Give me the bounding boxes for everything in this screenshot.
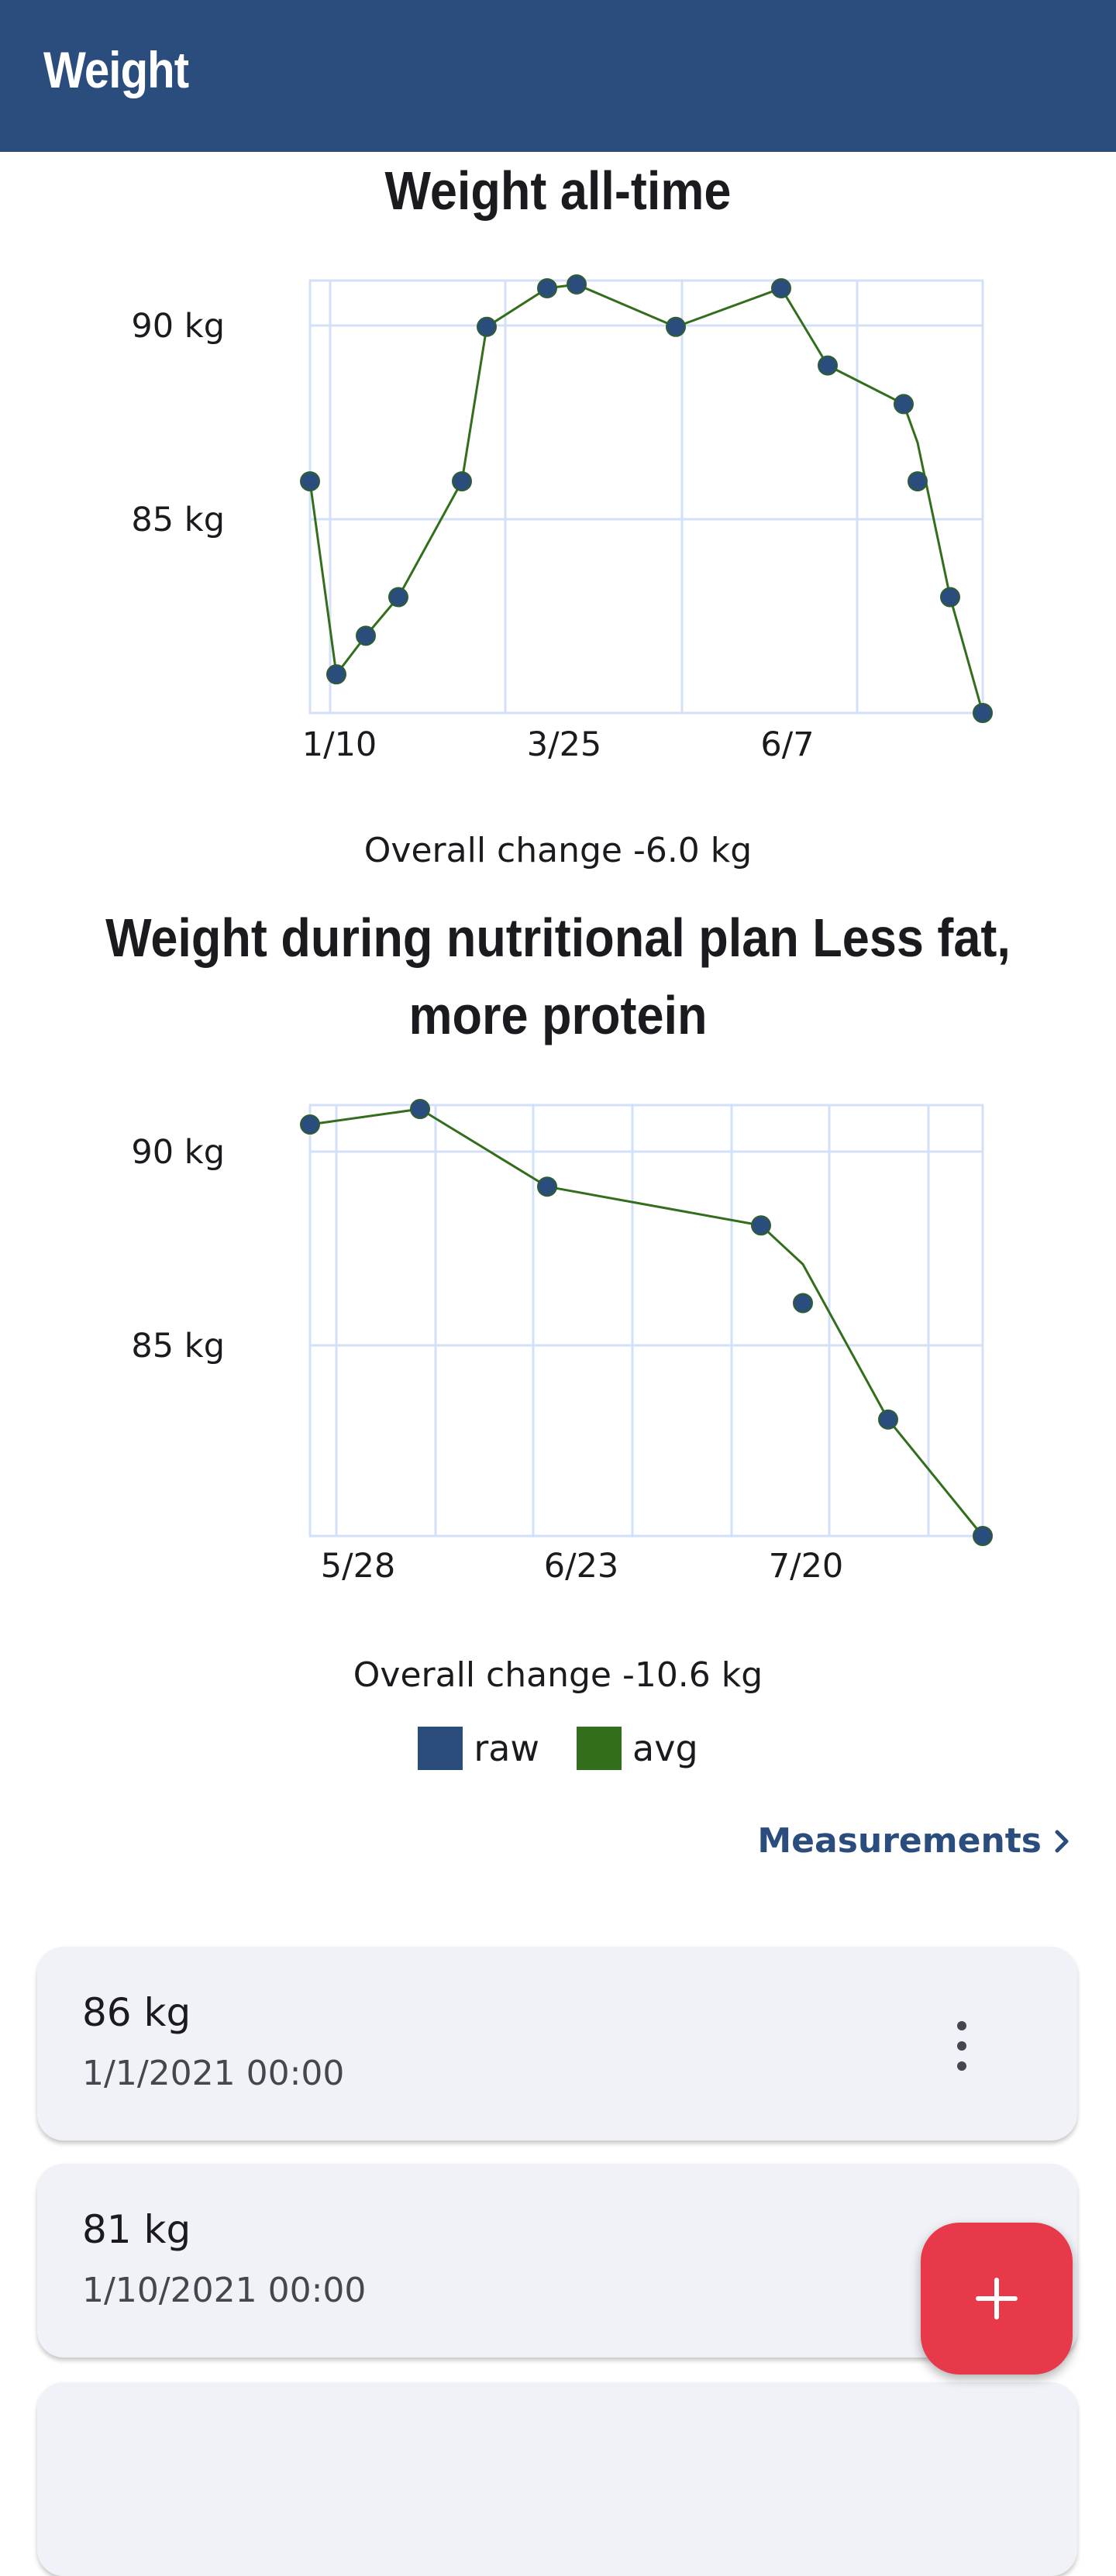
legend-swatch-avg: [577, 1727, 622, 1770]
x-tick-label: 5/28: [321, 1547, 396, 1586]
entry-date: 1/1/2021 00:00: [82, 2054, 345, 2093]
data-point-raw: [973, 1526, 993, 1546]
chevron-right-icon: [1055, 1830, 1069, 1852]
chart-all-time: 90 kg 85 kg 1/10 3/25 6/7: [131, 274, 993, 764]
plot-frame: [308, 279, 984, 715]
x-tick-label: 6/7: [760, 725, 814, 764]
data-point-raw: [940, 587, 960, 608]
app-bar-title: Weight: [43, 41, 189, 98]
legend-swatch-raw: [418, 1727, 463, 1770]
data-point-raw: [751, 1215, 771, 1236]
y-tick-label: 90 kg: [131, 1133, 225, 1172]
x-tick-label: 3/25: [527, 725, 602, 764]
data-point-raw: [793, 1293, 813, 1314]
data-point-raw: [300, 1114, 320, 1135]
legend-item-raw: raw: [418, 1727, 539, 1770]
data-point-raw: [326, 664, 346, 685]
data-point-raw: [818, 355, 838, 376]
data-point-raw: [537, 277, 557, 298]
chart-legend: raw avg: [0, 1727, 1116, 1770]
entry-weight: 86 kg: [82, 1990, 191, 2035]
app-bar: Weight: [0, 0, 1116, 152]
chart-plan: 90 kg 85 kg 5/28 6/23 7/20: [131, 1099, 993, 1586]
y-tick-label: 90 kg: [131, 307, 225, 346]
x-tick-label: 6/23: [544, 1547, 619, 1586]
data-point-raw: [771, 277, 791, 298]
legend-label-avg: avg: [632, 1727, 698, 1769]
measurements-link-label: Measurements: [757, 1821, 1042, 1861]
legend-label-raw: raw: [474, 1727, 540, 1769]
y-tick-label: 85 kg: [131, 1327, 225, 1365]
data-point-raw: [300, 471, 320, 492]
data-point-raw: [878, 1409, 898, 1430]
measurements-link[interactable]: Measurements: [757, 1821, 1074, 1861]
data-point-raw: [452, 471, 472, 492]
x-tick-label: 1/10: [302, 725, 377, 764]
legend-item-avg: avg: [577, 1727, 698, 1770]
data-point-raw: [973, 703, 993, 723]
entry-weight: 81 kg: [82, 2207, 191, 2252]
more-vert-icon[interactable]: [953, 2021, 969, 2071]
data-point-raw: [356, 625, 376, 646]
list-item[interactable]: [37, 2382, 1077, 2576]
add-icon: [976, 2278, 1018, 2319]
list-item[interactable]: 86 kg 1/1/2021 00:00: [37, 1947, 1077, 2140]
series-line-avg: [309, 1107, 984, 1537]
data-point-raw: [410, 1099, 430, 1120]
y-tick-label: 85 kg: [131, 501, 225, 539]
entry-date: 1/10/2021 00:00: [82, 2271, 367, 2310]
x-tick-label: 7/20: [769, 1547, 844, 1586]
data-point-raw: [388, 587, 408, 608]
chart-title-plan: Weight during nutritional plan Less fat,…: [105, 907, 1011, 1045]
data-point-raw: [477, 316, 497, 337]
plot-frame: [308, 1104, 984, 1538]
data-point-raw: [567, 274, 587, 294]
add-entry-button[interactable]: [921, 2223, 1073, 2375]
overall-change-all-time: Overall change -6.0 kg: [363, 831, 753, 870]
list-item[interactable]: 81 kg 1/10/2021 00:00: [37, 2164, 1077, 2357]
data-point-raw: [908, 471, 928, 492]
data-point-raw: [537, 1176, 557, 1197]
chart-title-all-time: Weight all-time: [384, 160, 732, 221]
overall-change-plan: Overall change -10.6 kg: [353, 1655, 763, 1695]
data-point-raw: [666, 316, 686, 337]
data-point-raw: [894, 394, 914, 415]
